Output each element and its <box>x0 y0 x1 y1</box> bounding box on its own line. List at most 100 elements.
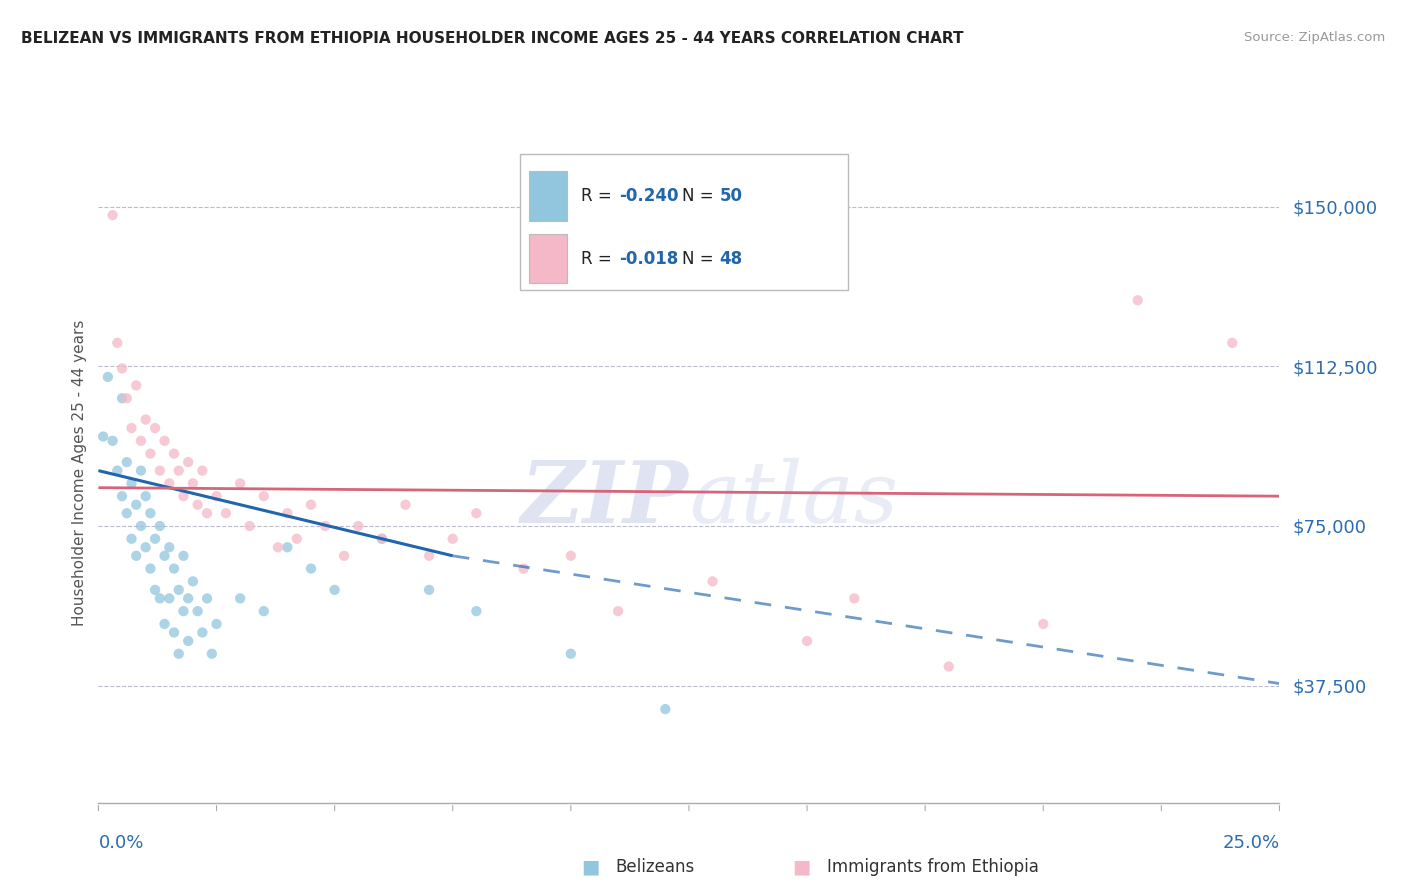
Point <box>157 591 180 606</box>
Point <box>560 647 582 661</box>
Point <box>135 412 157 426</box>
Point <box>121 532 143 546</box>
Point <box>299 498 322 512</box>
Point <box>143 532 166 546</box>
Point <box>394 498 416 512</box>
Point <box>149 519 172 533</box>
Point <box>607 604 630 618</box>
Point <box>181 476 204 491</box>
Text: N =: N = <box>682 186 718 205</box>
Point <box>465 506 488 520</box>
Point <box>111 489 134 503</box>
Point <box>163 561 186 575</box>
Text: R =: R = <box>582 186 617 205</box>
Point <box>157 476 180 491</box>
Point <box>135 541 157 555</box>
FancyBboxPatch shape <box>520 154 848 290</box>
Text: ■: ■ <box>792 857 811 877</box>
Point <box>195 591 218 606</box>
Point <box>172 549 194 563</box>
Point <box>323 582 346 597</box>
Point <box>149 464 172 478</box>
Point <box>143 582 166 597</box>
Point <box>654 702 676 716</box>
FancyBboxPatch shape <box>530 234 567 284</box>
Point <box>139 561 162 575</box>
Text: 48: 48 <box>720 250 742 268</box>
Point <box>333 549 356 563</box>
Text: -0.240: -0.240 <box>619 186 679 205</box>
Text: 50: 50 <box>720 186 742 205</box>
Point <box>560 549 582 563</box>
Point <box>125 498 148 512</box>
Point <box>371 532 394 546</box>
Point <box>177 455 200 469</box>
Text: ■: ■ <box>581 857 600 877</box>
Point <box>844 591 866 606</box>
Point <box>253 604 276 618</box>
Point <box>418 549 440 563</box>
Point <box>181 574 204 589</box>
Point <box>177 634 200 648</box>
Text: R =: R = <box>582 250 617 268</box>
Point <box>299 561 322 575</box>
Point <box>153 616 176 631</box>
Text: N =: N = <box>682 250 718 268</box>
Point <box>229 591 252 606</box>
Point <box>191 464 214 478</box>
Point <box>135 489 157 503</box>
Point <box>239 519 262 533</box>
Point <box>512 561 534 575</box>
Point <box>177 591 200 606</box>
Point <box>285 532 308 546</box>
Point <box>91 429 114 443</box>
Point <box>1220 335 1243 350</box>
Point <box>125 549 148 563</box>
Text: 0.0%: 0.0% <box>98 834 143 852</box>
Point <box>153 434 176 448</box>
Point <box>465 604 488 618</box>
Point <box>163 447 186 461</box>
Point <box>153 549 176 563</box>
Point <box>172 604 194 618</box>
Point <box>167 464 190 478</box>
Point <box>205 616 228 631</box>
Point <box>1032 616 1054 631</box>
Point <box>115 455 138 469</box>
Point <box>702 574 724 589</box>
Point <box>121 476 143 491</box>
Point <box>97 370 120 384</box>
Text: ZIP: ZIP <box>522 458 689 541</box>
Point <box>111 361 134 376</box>
Text: -0.018: -0.018 <box>619 250 679 268</box>
Point <box>163 625 186 640</box>
Point <box>347 519 370 533</box>
Point <box>167 647 190 661</box>
Point <box>938 659 960 673</box>
Y-axis label: Householder Income Ages 25 - 44 years: Householder Income Ages 25 - 44 years <box>72 319 87 626</box>
Point <box>167 582 190 597</box>
Point <box>187 498 209 512</box>
FancyBboxPatch shape <box>530 171 567 220</box>
Point <box>172 489 194 503</box>
Point <box>143 421 166 435</box>
Point <box>149 591 172 606</box>
Point <box>139 447 162 461</box>
Text: Source: ZipAtlas.com: Source: ZipAtlas.com <box>1244 31 1385 45</box>
Point <box>139 506 162 520</box>
Point <box>796 634 818 648</box>
Point <box>101 434 124 448</box>
Point <box>195 506 218 520</box>
Point <box>157 541 180 555</box>
Point <box>1126 293 1149 308</box>
Point <box>115 391 138 405</box>
Point <box>129 434 152 448</box>
Text: atlas: atlas <box>689 458 898 541</box>
Point <box>111 391 134 405</box>
Text: Immigrants from Ethiopia: Immigrants from Ethiopia <box>827 858 1039 876</box>
Point <box>115 506 138 520</box>
Point <box>276 541 298 555</box>
Point <box>371 532 394 546</box>
Point <box>105 464 128 478</box>
Point <box>129 464 152 478</box>
